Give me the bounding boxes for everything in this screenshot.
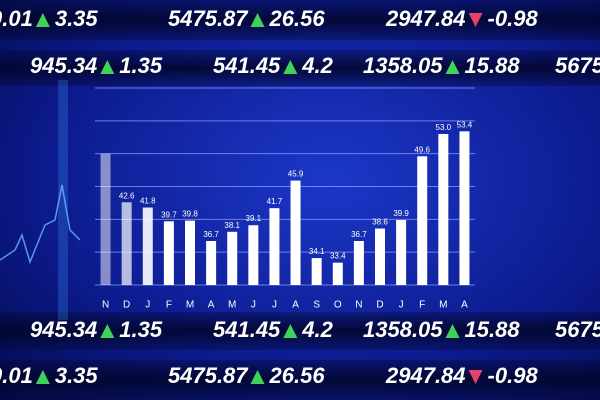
value-label: 41.8	[140, 197, 156, 206]
value-label: 42.6	[119, 191, 135, 200]
x-tick-label: M	[186, 300, 194, 311]
bar	[185, 220, 195, 285]
bar	[227, 231, 238, 285]
ticker-price: 945.34	[30, 317, 97, 342]
value-label: 36.7	[351, 230, 367, 239]
ticker-price: 5475.87	[168, 363, 249, 388]
ticker-change: 4.2	[301, 53, 333, 78]
arrow-up	[445, 60, 460, 74]
bar	[290, 180, 301, 285]
value-label: 38.6	[372, 218, 388, 227]
arrow-up	[100, 324, 115, 338]
x-tick-label: D	[376, 300, 383, 311]
ticker-change: 1.35	[119, 317, 163, 342]
x-tick-label: O	[334, 300, 342, 311]
value-label: 39.8	[182, 210, 198, 219]
ticker-change: -0.98	[488, 6, 539, 31]
ticker-change: -0.98	[488, 363, 539, 388]
bar	[206, 241, 217, 285]
bar	[121, 202, 132, 285]
x-tick-label: A	[208, 300, 215, 311]
bar	[459, 131, 470, 285]
bar	[163, 221, 174, 285]
x-tick-label: A	[461, 300, 468, 311]
ticker-price: 2947.84	[385, 6, 466, 31]
arrow-down	[468, 370, 483, 384]
x-tick-label: J	[272, 300, 277, 311]
ticker-change: 26.56	[269, 6, 326, 31]
ticker-price: 0.01	[0, 6, 33, 31]
ticker-change: 15.88	[465, 317, 521, 342]
arrow-up	[445, 324, 460, 338]
ticker-band	[0, 312, 600, 350]
value-label: 45.9	[288, 170, 304, 179]
value-label: 36.7	[203, 230, 219, 239]
ticker-change: 4.2	[301, 317, 333, 342]
value-label: 49.6	[414, 145, 430, 154]
value-label: 53.4	[457, 120, 473, 129]
x-tick-label: J	[251, 300, 256, 311]
ticker-change: 3.35	[55, 6, 99, 31]
ticker-price: 5675	[555, 317, 600, 342]
bar	[353, 241, 364, 285]
value-label: 34.1	[309, 247, 325, 256]
ticker-band	[0, 0, 600, 40]
ticker-price: 2947.84	[385, 363, 466, 388]
ticker-band	[0, 360, 600, 400]
ticker-change: 15.88	[465, 53, 521, 78]
ticker-price: 945.34	[30, 53, 97, 78]
arrow-up	[250, 370, 265, 384]
value-label: 53.0	[436, 123, 452, 132]
x-tick-label: S	[313, 300, 320, 311]
arrow-up	[283, 60, 298, 74]
ticker-price: 1358.05	[363, 53, 443, 78]
value-label: 39.7	[161, 210, 177, 219]
bar	[248, 225, 259, 285]
value-label: 33.4	[330, 252, 346, 261]
value-label: 38.1	[224, 221, 240, 230]
ticker-price: 541.45	[213, 317, 281, 342]
bar	[438, 133, 449, 285]
arrow-up	[283, 324, 298, 338]
ticker-change: 26.56	[269, 363, 326, 388]
bar	[417, 156, 428, 285]
decor-line	[0, 184, 81, 265]
arrow-down	[468, 13, 483, 27]
arrow-up	[35, 13, 50, 27]
value-label: 41.7	[267, 197, 283, 206]
x-tick-label: M	[228, 300, 236, 311]
x-tick-label: A	[292, 300, 299, 311]
value-label: 39.1	[246, 214, 262, 223]
x-tick-label: F	[166, 300, 172, 311]
ticker-change: 3.35	[55, 363, 99, 388]
bar	[142, 207, 153, 285]
x-tick-label: M	[439, 300, 447, 311]
arrow-up	[100, 60, 115, 74]
bar	[332, 262, 343, 285]
x-tick-label: J	[145, 300, 150, 311]
ticker-price: 0.01	[0, 363, 33, 388]
bar	[100, 153, 111, 285]
x-tick-label: N	[102, 300, 109, 311]
bar	[269, 208, 280, 285]
x-tick-label: D	[123, 300, 130, 311]
ticker-price: 1358.05	[363, 317, 443, 342]
arrow-up	[35, 370, 50, 384]
bar	[375, 228, 385, 285]
x-tick-label: N	[355, 300, 362, 311]
x-tick-label: F	[419, 300, 425, 311]
bar	[311, 258, 322, 285]
ticker-price: 5475.87	[168, 6, 249, 31]
value-label: 39.9	[393, 209, 409, 218]
ticker-price: 541.45	[213, 53, 281, 78]
ticker-band	[0, 50, 600, 86]
x-tick-label: J	[399, 300, 404, 311]
bar	[396, 219, 407, 285]
arrow-up	[250, 13, 265, 27]
ticker-change: 1.35	[119, 53, 163, 78]
ticker-price: 5675	[555, 53, 600, 78]
glow	[58, 80, 68, 320]
